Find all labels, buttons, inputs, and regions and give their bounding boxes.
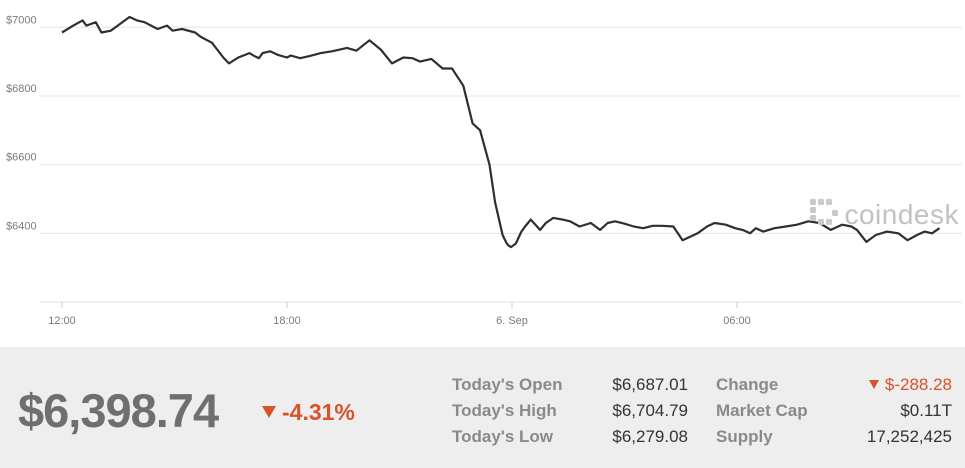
stats-panel: $6,398.74 -4.31% Today's Open $6,687.01 … [0,347,965,468]
change-label: Change [716,375,779,394]
low-label: Today's Low [452,427,554,446]
price-line[interactable] [61,15,941,249]
x-tick-label: 6. Sep [496,315,528,327]
market-cap-value: $0.11T [900,401,952,420]
y-axis-labels: $7000 $6800 $6600 $6400 [6,14,37,232]
high-label: Today's High [452,401,557,420]
y-tick-label: $6600 [6,152,37,164]
price-chart[interactable]: $7000 $6800 $6600 $6400 12:00 18:00 6. Sep 06:… [0,0,965,347]
down-arrow-icon [262,406,276,418]
y-tick-label: $7000 [6,14,37,26]
percent-change-value: -4.31% [282,399,355,425]
coindesk-logo-icon [808,197,840,232]
x-tick-label: 18:00 [273,315,301,327]
change-value-text: $-288.28 [884,375,952,394]
coindesk-watermark: coindesk [808,197,959,232]
x-tick-label: 12:00 [48,315,76,327]
y-tick-label: $6400 [6,220,37,232]
supply-label: Supply [716,427,773,446]
chart-svg[interactable]: $7000 $6800 $6600 $6400 12:00 18:00 6. Sep 06:… [0,0,965,347]
watermark-text: coindesk [844,198,959,230]
x-axis-labels: 12:00 18:00 6. Sep 06:00 [48,315,751,327]
grid-layer [40,26,962,308]
supply-value: 17,252,425 [866,427,952,446]
high-value: $6,704.79 [612,401,688,420]
open-label: Today's Open [452,375,563,394]
market-cap-label: Market Cap [716,401,808,420]
low-value: $6,279.08 [612,427,688,446]
change-value: $-288.28 [868,375,952,395]
open-value: $6,687.01 [612,375,688,394]
x-tick-label: 06:00 [723,315,751,327]
change-down-arrow-icon [868,380,879,389]
current-price: $6,398.74 [18,384,219,437]
percent-change: -4.31% [262,399,355,426]
y-tick-label: $6800 [6,83,37,95]
